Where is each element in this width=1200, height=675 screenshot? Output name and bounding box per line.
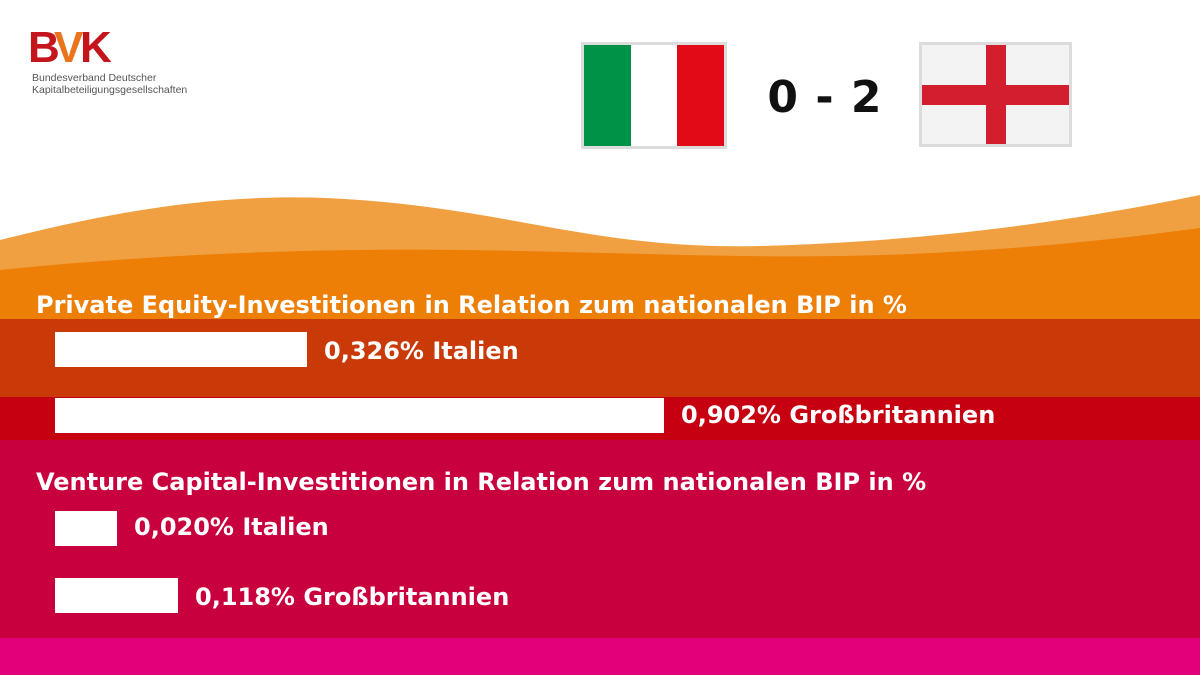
pe-bar-grossbritannien	[55, 398, 664, 433]
vc-bar-italien	[55, 511, 117, 546]
england-flag-icon	[919, 42, 1072, 147]
italy-flag-icon	[581, 42, 727, 149]
pe-chart-title: Private Equity-Investitionen in Relation…	[36, 291, 907, 319]
bvk-logo: B V K Bundesverband Deutscher Kapitalbet…	[28, 22, 228, 102]
vc-chart-title: Venture Capital-Investitionen in Relatio…	[36, 468, 927, 496]
pe-label-grossbritannien: 0,902% Großbritannien	[681, 401, 996, 429]
bvk-logo-mark: B V K	[28, 23, 115, 70]
svg-text:K: K	[80, 23, 112, 70]
vc-bar-grossbritannien	[55, 578, 178, 613]
match-score: 0 - 2	[767, 72, 883, 123]
vc-label-grossbritannien: 0,118% Großbritannien	[195, 583, 510, 611]
vc-label-italien: 0,020% Italien	[134, 513, 329, 541]
logo-subtitle-line2: Kapitalbeteiligungsgesellschaften	[32, 84, 188, 96]
svg-text:B: B	[28, 23, 58, 70]
logo-subtitle-line1: Bundesverband Deutscher	[32, 72, 157, 84]
pe-bar-italien	[55, 332, 307, 367]
pe-label-italien: 0,326% Italien	[324, 337, 519, 365]
